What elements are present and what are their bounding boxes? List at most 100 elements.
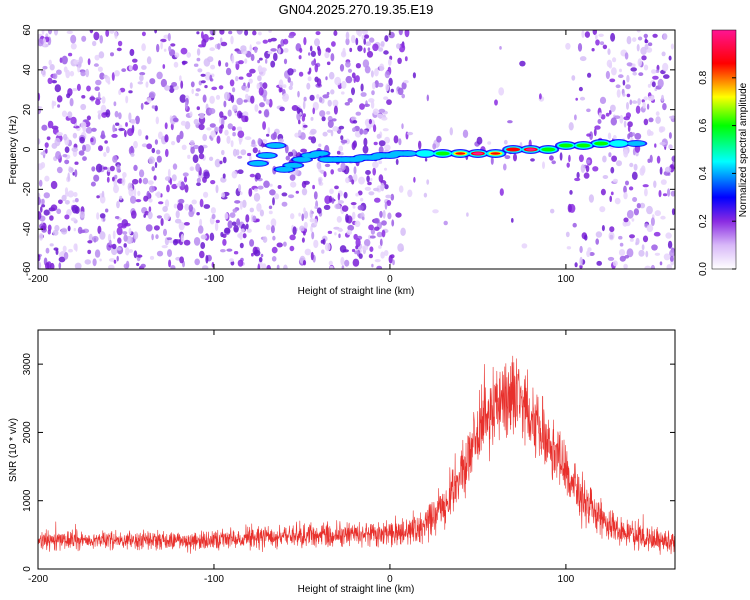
noise-speckle	[283, 264, 288, 269]
noise-speckle	[99, 231, 106, 240]
noise-speckle	[156, 149, 161, 155]
noise-speckle	[358, 176, 365, 185]
noise-speckle	[173, 61, 179, 68]
noise-speckle	[252, 147, 258, 154]
noise-speckle	[49, 262, 55, 269]
noise-speckle	[196, 212, 200, 216]
noise-speckle	[384, 144, 391, 151]
noise-speckle	[376, 265, 383, 269]
noise-speckle	[119, 195, 123, 201]
noise-speckle	[352, 258, 360, 267]
y-tick-label: 60	[22, 24, 33, 36]
noise-speckle	[38, 211, 42, 220]
noise-speckle	[282, 93, 289, 102]
noise-speckle	[311, 231, 315, 240]
noise-speckle	[386, 99, 392, 105]
noise-speckle	[376, 231, 383, 238]
noise-speckle	[132, 63, 138, 71]
noise-speckle	[179, 256, 185, 264]
noise-speckle	[384, 70, 390, 79]
noise-speckle	[288, 34, 295, 39]
noise-speckle	[283, 58, 288, 65]
noise-speckle	[303, 207, 306, 213]
noise-speckle	[633, 163, 638, 171]
noise-speckle	[244, 30, 249, 36]
noise-speckle	[100, 104, 107, 114]
noise-speckle	[112, 176, 115, 182]
noise-speckle	[360, 92, 367, 97]
noise-speckle	[64, 187, 69, 195]
noise-speckle	[121, 68, 127, 72]
noise-speckle	[609, 78, 616, 83]
noise-speckle	[398, 30, 403, 36]
noise-speckle	[646, 224, 654, 233]
noise-speckle	[227, 220, 233, 229]
noise-speckle	[303, 231, 306, 236]
noise-speckle	[238, 76, 244, 80]
noise-speckle	[316, 94, 320, 99]
noise-speckle	[137, 190, 141, 196]
noise-speckle	[131, 49, 135, 53]
noise-speckle	[51, 80, 57, 84]
noise-speckle	[373, 141, 378, 146]
noise-speckle	[47, 120, 54, 129]
noise-speckle	[619, 68, 622, 73]
noise-speckle	[326, 91, 330, 96]
noise-speckle	[76, 83, 81, 91]
noise-speckle	[64, 159, 70, 165]
noise-speckle	[568, 122, 574, 131]
noise-speckle	[653, 180, 657, 188]
noise-speckle	[626, 248, 634, 258]
noise-speckle	[198, 123, 205, 131]
noise-speckle	[146, 97, 152, 104]
noise-speckle	[612, 260, 618, 267]
noise-speckle	[339, 227, 343, 232]
noise-speckle	[327, 119, 334, 128]
noise-speckle	[178, 221, 185, 231]
noise-speckle	[372, 161, 379, 169]
noise-speckle	[245, 223, 249, 230]
noise-speckle	[367, 181, 372, 186]
noise-speckle	[40, 151, 46, 156]
noise-speckle	[487, 141, 492, 145]
noise-speckle	[270, 37, 277, 42]
noise-speckle	[163, 48, 167, 52]
noise-speckle	[595, 39, 600, 46]
noise-speckle	[668, 55, 672, 61]
noise-speckle	[401, 123, 404, 130]
noise-speckle	[164, 176, 171, 181]
noise-speckle	[616, 160, 622, 167]
noise-speckle	[192, 154, 199, 163]
noise-speckle	[609, 195, 612, 202]
snr-y-label: SNR (10 * v/v)	[8, 418, 19, 482]
noise-speckle	[128, 249, 134, 253]
noise-speckle	[153, 175, 157, 181]
noise-speckle	[312, 107, 316, 115]
noise-speckle	[100, 130, 105, 140]
noise-speckle	[234, 200, 241, 204]
noise-speckle	[179, 94, 187, 103]
noise-speckle	[612, 135, 617, 140]
noise-speckle	[296, 107, 301, 114]
noise-speckle	[636, 30, 641, 33]
noise-speckle	[654, 252, 661, 256]
noise-speckle	[338, 125, 345, 130]
noise-speckle	[79, 211, 86, 219]
noise-speckle	[655, 111, 660, 116]
noise-speckle	[87, 249, 92, 255]
noise-speckle	[178, 198, 185, 204]
noise-speckle	[205, 254, 209, 264]
noise-speckle	[569, 190, 573, 195]
noise-speckle	[608, 231, 615, 241]
noise-speckle	[640, 165, 646, 174]
noise-speckle	[156, 191, 161, 199]
noise-speckle	[281, 192, 288, 197]
noise-speckle	[659, 261, 663, 266]
noise-speckle	[42, 37, 47, 47]
noise-speckle	[219, 111, 224, 118]
noise-speckle	[99, 213, 106, 219]
noise-speckle	[259, 209, 264, 217]
noise-speckle	[230, 35, 234, 45]
